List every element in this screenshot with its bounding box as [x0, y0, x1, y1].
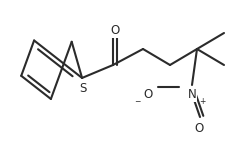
Text: S: S: [79, 81, 87, 95]
Text: −: −: [134, 97, 140, 106]
Text: O: O: [194, 123, 204, 135]
Text: +: +: [199, 97, 205, 106]
Text: N: N: [188, 88, 196, 102]
Text: O: O: [143, 88, 153, 102]
Text: O: O: [110, 25, 120, 38]
